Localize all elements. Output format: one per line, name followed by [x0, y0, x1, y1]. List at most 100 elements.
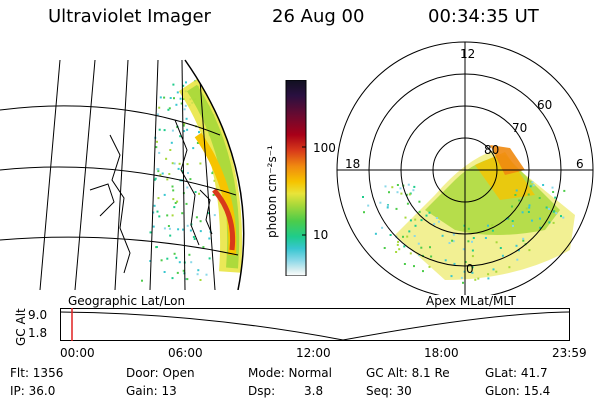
- emission-pixel: [152, 225, 155, 228]
- emission-pixel: [183, 123, 186, 125]
- emission-pixel: [487, 224, 489, 227]
- emission-pixel: [173, 252, 176, 255]
- emission-pixel: [409, 252, 412, 255]
- emission-pixel: [397, 240, 400, 243]
- emission-pixel: [395, 207, 398, 210]
- emission-pixel: [400, 192, 403, 195]
- emission-pixel: [389, 234, 392, 236]
- emission-pixel: [149, 231, 152, 234]
- emission-pixel: [462, 281, 464, 284]
- emission-pixel: [474, 278, 477, 281]
- emission-pixel: [532, 184, 535, 187]
- emission-pixel: [395, 251, 398, 253]
- emission-pixel: [203, 80, 206, 83]
- emission-pixel: [388, 191, 390, 194]
- emission-pixel: [183, 108, 186, 111]
- emission-pixel: [207, 212, 210, 215]
- emission-pixel: [166, 257, 169, 260]
- emission-pixel: [554, 196, 557, 199]
- emission-pixel: [379, 201, 382, 204]
- emission-pixel: [186, 224, 189, 227]
- emission-pixel: [223, 95, 226, 98]
- emission-pixel: [528, 249, 531, 252]
- emission-pixel: [172, 83, 175, 86]
- emission-pixel: [507, 217, 510, 220]
- mode-value: Mode: Normal: [248, 366, 332, 380]
- colorbar-tick-100: 100: [313, 141, 336, 155]
- lat-label-80: 80: [484, 143, 500, 157]
- emission-pixel: [464, 261, 467, 263]
- colorbar-unit-label: photon cm⁻²s⁻¹: [265, 145, 279, 238]
- emission-pixel: [418, 210, 421, 213]
- emission-pixel: [168, 107, 171, 110]
- emission-pixel: [208, 257, 211, 260]
- emission-pixel: [428, 265, 431, 268]
- emission-pixel: [198, 131, 200, 134]
- emission-pixel: [452, 233, 455, 236]
- emission-pixel: [563, 189, 566, 192]
- emission-pixel: [452, 240, 455, 243]
- emission-pixel: [171, 277, 174, 280]
- emission-pixel: [176, 271, 179, 274]
- emission-pixel: [511, 220, 514, 222]
- emission-pixel: [495, 270, 498, 273]
- emission-pixel: [163, 193, 166, 196]
- emission-pixel: [157, 197, 160, 200]
- emission-pixel: [501, 254, 504, 257]
- emission-pixel: [157, 170, 160, 173]
- emission-pixel: [487, 273, 490, 276]
- emission-pixel: [158, 128, 161, 131]
- timeline-xtick-0600: 06:00: [168, 346, 203, 360]
- emission-pixel: [418, 254, 421, 257]
- emission-pixel: [460, 276, 463, 279]
- date-label: 26 Aug 00: [272, 6, 365, 27]
- emission-pixel: [224, 90, 227, 92]
- emission-pixel: [384, 185, 387, 188]
- emission-pixel: [169, 97, 172, 99]
- emission-pixel: [178, 162, 181, 165]
- emission-pixel: [472, 237, 475, 239]
- emission-pixel: [420, 219, 423, 222]
- emission-pixel: [386, 206, 389, 209]
- emission-pixel: [197, 269, 200, 272]
- emission-pixel: [199, 230, 202, 233]
- time-label: 00:34:35 UT: [428, 6, 539, 27]
- emission-pixel: [435, 217, 438, 219]
- emission-pixel: [156, 113, 159, 116]
- mlt-label-6: 6: [576, 157, 584, 171]
- timeline-xtick-1200: 12:00: [296, 346, 331, 360]
- emission-pixel: [154, 177, 157, 180]
- emission-pixel: [221, 111, 224, 114]
- emission-pixel: [182, 228, 184, 231]
- emission-pixel: [163, 271, 166, 273]
- emission-pixel: [198, 192, 201, 195]
- emission-pixel: [182, 124, 185, 127]
- emission-pixel: [492, 268, 495, 271]
- emission-pixel: [159, 96, 162, 99]
- emission-pixel: [182, 84, 185, 87]
- emission-pixel: [176, 91, 179, 94]
- emission-pixel: [539, 217, 541, 220]
- emission-pixel: [167, 108, 170, 111]
- lat-label-70: 70: [512, 121, 528, 135]
- emission-pixel: [491, 224, 494, 227]
- emission-pixel: [367, 204, 370, 207]
- emission-pixel: [467, 227, 470, 230]
- emission-pixel: [413, 265, 415, 268]
- emission-pixel: [418, 200, 421, 203]
- emission-pixel: [542, 184, 545, 186]
- emission-pixel: [522, 237, 525, 240]
- emission-pixel: [552, 210, 555, 213]
- emission-pixel: [189, 229, 192, 232]
- emission-pixel: [153, 204, 156, 207]
- emission-pixel: [521, 211, 524, 214]
- timeline-xtick-0000: 00:00: [60, 346, 95, 360]
- emission-pixel: [538, 197, 541, 199]
- emission-pixel: [155, 146, 158, 149]
- emission-pixel: [527, 193, 530, 196]
- emission-pixel: [181, 170, 184, 173]
- emission-pixel: [192, 236, 195, 238]
- emission-pixel: [527, 211, 530, 213]
- emission-pixel: [169, 234, 172, 237]
- emission-pixel: [555, 212, 558, 215]
